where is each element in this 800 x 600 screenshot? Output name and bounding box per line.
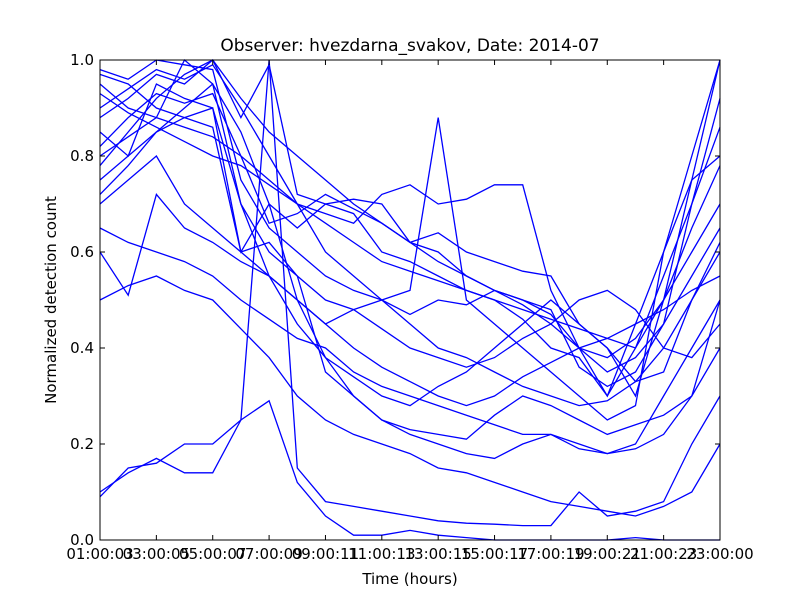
series-line-13 <box>99 59 721 388</box>
x-tick-label-5: 11:00:13 <box>348 545 415 563</box>
series-line-12 <box>99 227 721 455</box>
y-tick-label-1: 0.2 <box>70 435 94 453</box>
series-line-1 <box>99 58 721 460</box>
y-axis-label: Normalized detection count <box>42 196 60 404</box>
series-line-7 <box>99 193 721 407</box>
x-tick-label-10: 21:00:23 <box>630 545 697 563</box>
series-line-16 <box>99 116 721 398</box>
series-line-0 <box>99 59 721 398</box>
series-line-9 <box>99 155 721 368</box>
y-tick-label-2: 0.4 <box>70 339 94 357</box>
series-line-17 <box>99 59 721 421</box>
x-tick-label-1: 03:00:05 <box>123 545 190 563</box>
series-layer <box>99 58 721 541</box>
x-tick-label-7: 15:00:17 <box>461 545 528 563</box>
y-axis: 0.0 0.2 0.4 0.6 0.8 1.0 <box>70 51 720 549</box>
series-line-3 <box>99 399 720 541</box>
plot-frame <box>99 59 721 541</box>
series-line-10 <box>99 59 721 359</box>
y-tick-label-5: 1.0 <box>70 51 94 69</box>
chart-title: Observer: hvezdarna_svakov, Date: 2014-0… <box>220 36 599 56</box>
y-tick-label-3: 0.6 <box>70 243 94 261</box>
x-tick-label-0: 01:00:03 <box>66 545 133 563</box>
x-axis: 01:00:0303:00:0505:00:0707:00:0909:00:11… <box>66 60 754 563</box>
series-line-15 <box>99 59 721 349</box>
x-tick-label-2: 05:00:07 <box>179 545 246 563</box>
series-line-2 <box>99 59 721 527</box>
series-line-8 <box>99 83 721 440</box>
series-line-4 <box>99 275 721 517</box>
x-tick-label-11: 23:00:00 <box>686 545 753 563</box>
series-line-11 <box>99 92 721 398</box>
series-line-14 <box>99 107 721 407</box>
y-tick-label-4: 0.8 <box>70 147 94 165</box>
x-tick-label-8: 17:00:19 <box>517 545 584 563</box>
x-tick-label-6: 13:00:15 <box>404 545 471 563</box>
x-axis-label: Time (hours) <box>361 570 457 588</box>
x-tick-label-4: 09:00:11 <box>292 545 359 563</box>
series-line-6 <box>99 63 721 407</box>
x-tick-label-9: 19:00:21 <box>574 545 641 563</box>
x-tick-label-3: 07:00:09 <box>235 545 302 563</box>
y-tick-label-0: 0.0 <box>70 531 94 549</box>
